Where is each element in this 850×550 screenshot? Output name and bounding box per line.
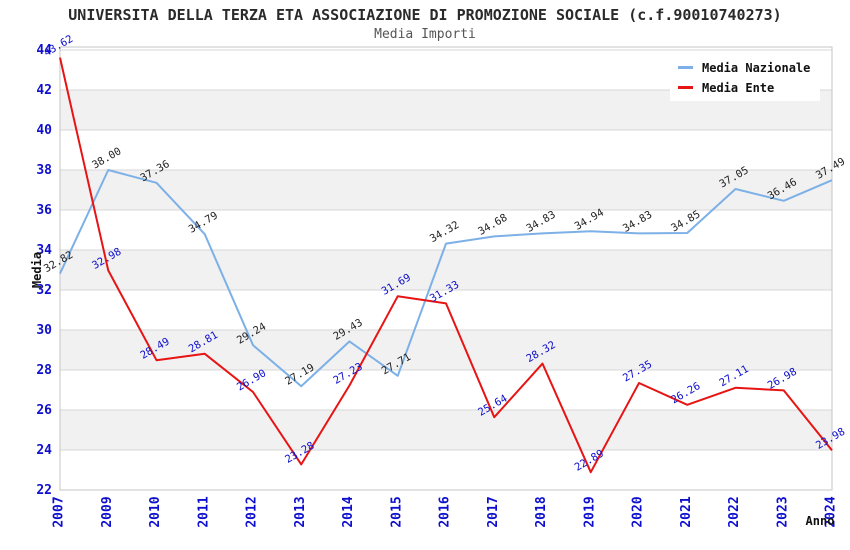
y-tick-label: 36: [36, 203, 52, 218]
y-tick-label: 26: [36, 403, 52, 418]
plot-band: [60, 170, 832, 210]
x-tick-label: 2010: [148, 496, 163, 527]
plot-band: [60, 330, 832, 370]
x-tick-label: 2020: [631, 496, 646, 527]
point-label-media-ente: 26.26: [669, 380, 702, 406]
x-tick-label: 2014: [341, 496, 356, 527]
point-label-media-nazionale: 34.83: [524, 209, 557, 235]
x-tick-label: 2013: [293, 496, 308, 527]
plot-border: [59, 46, 833, 491]
y-tick-label: 30: [36, 323, 52, 338]
point-label-media-nazionale: 38.00: [90, 145, 123, 171]
plot-band: [60, 410, 832, 450]
x-tick-label: 2016: [438, 496, 453, 527]
y-tick-label: 34: [36, 243, 52, 258]
legend-item-media-nazionale: Media Nazionale: [678, 59, 820, 76]
y-tick-label: 28: [36, 363, 52, 378]
y-tick-label: 32: [36, 283, 52, 298]
legend-item-media-ente: Media Ente: [678, 79, 820, 96]
plot-band: [60, 250, 832, 290]
point-label-media-nazionale: 34.68: [476, 212, 509, 238]
point-label-media-nazionale: 34.85: [669, 208, 702, 234]
x-tick-label: 2019: [582, 496, 597, 527]
x-tick-label: 2018: [534, 496, 549, 527]
point-label-media-ente: 43.62: [42, 33, 75, 59]
series-line-media-nazionale: [59, 169, 833, 388]
x-tick-label: 2015: [389, 496, 404, 527]
chart-title: UNIVERSITA DELLA TERZA ETA ASSOCIAZIONE …: [68, 6, 782, 24]
series-line-media-ente: [59, 57, 833, 474]
y-tick-label: 22: [36, 483, 52, 498]
y-tick-label: 44: [36, 43, 52, 58]
x-tick-label: 2011: [196, 496, 211, 527]
x-tick-label: 2017: [486, 496, 501, 527]
x-tick-label: 2022: [727, 496, 742, 527]
y-tick-label: 38: [36, 163, 52, 178]
point-label-media-nazionale: 34.83: [621, 209, 654, 235]
x-axis-title: Anno: [805, 514, 835, 528]
legend: Media Nazionale Media Ente: [670, 54, 820, 101]
x-tick-label: 2021: [679, 496, 694, 527]
x-tick-label: 2009: [100, 496, 115, 527]
chart-subtitle: Media Importi: [374, 27, 476, 42]
legend-marker-icon: [678, 86, 693, 89]
y-tick-label: 40: [36, 123, 52, 138]
x-tick-label: 2012: [245, 496, 260, 527]
y-axis-title: Media: [30, 251, 44, 289]
x-tick-label: 2023: [775, 496, 790, 527]
y-tick-label: 42: [36, 83, 52, 98]
y-tick-label: 24: [36, 443, 52, 458]
legend-label: Media Nazionale: [702, 60, 811, 75]
x-tick-label: 2007: [52, 496, 67, 527]
legend-label: Media Ente: [702, 80, 775, 95]
legend-marker-icon: [678, 66, 693, 69]
x-tick-label: 2024: [824, 496, 839, 527]
